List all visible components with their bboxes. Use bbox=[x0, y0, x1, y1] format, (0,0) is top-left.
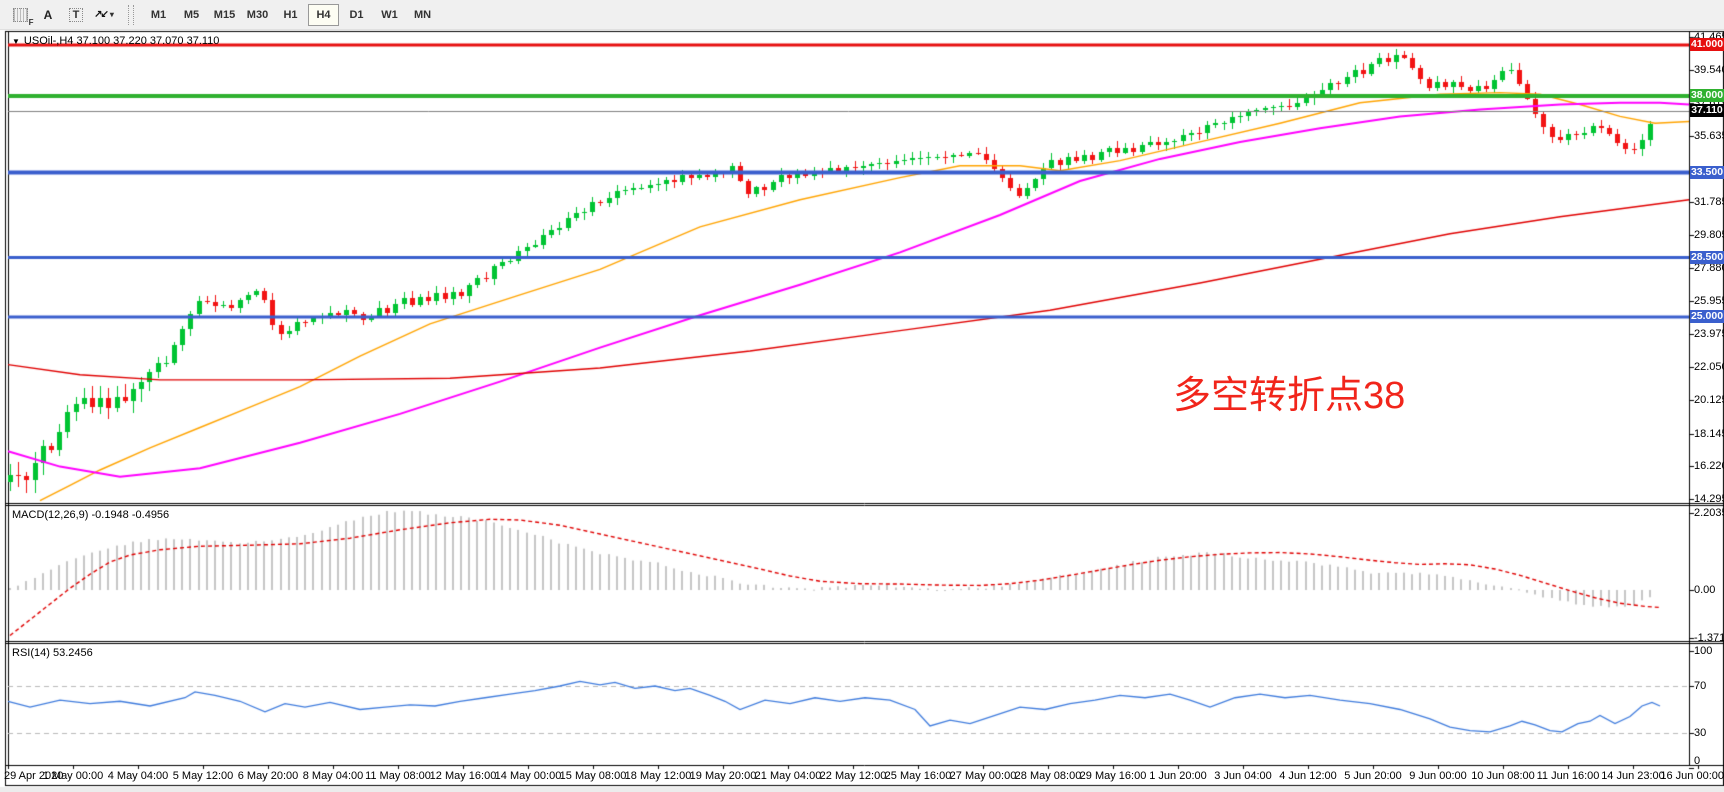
timeframe-button-H4[interactable]: H4 bbox=[308, 3, 339, 26]
text-label-button[interactable]: A bbox=[35, 4, 61, 26]
grid-f-label: F bbox=[28, 17, 34, 27]
timeframe-button-M1[interactable]: M1 bbox=[150, 8, 167, 21]
text-t-icon: T bbox=[68, 7, 84, 22]
timeframe-button-M15[interactable]: M15 bbox=[213, 8, 236, 21]
timeframe-button-H1[interactable]: H1 bbox=[283, 8, 298, 21]
timeframe-button-W1[interactable]: W1 bbox=[381, 8, 398, 21]
arrow-objects-button[interactable]: ↗↙ ▾ bbox=[91, 4, 117, 26]
toolbar: F A T ↗↙ ▾ M1 M5 M15 M30 H1 H4 D1 W1 MN bbox=[0, 0, 1724, 30]
timeframe-button-M5[interactable]: M5 bbox=[183, 8, 200, 21]
arrows-icon: ↗↙ bbox=[94, 9, 109, 20]
timeframe-button-M30[interactable]: M30 bbox=[246, 8, 269, 21]
grid-icon: F bbox=[12, 7, 34, 27]
text-box-button[interactable]: T bbox=[63, 4, 89, 26]
text-a-icon: A bbox=[43, 7, 53, 22]
dropdown-caret-icon[interactable]: ▾ bbox=[109, 10, 114, 19]
timeframe-button-MN[interactable]: MN bbox=[413, 8, 432, 21]
chart-template-grid-icon[interactable]: F bbox=[7, 4, 34, 27]
timeframe-toolbar: M1 M5 M15 M30 H1 H4 D1 W1 MN bbox=[142, 3, 439, 26]
timeframe-button-D1[interactable]: D1 bbox=[349, 8, 364, 21]
toolbar-grip[interactable] bbox=[128, 4, 134, 25]
